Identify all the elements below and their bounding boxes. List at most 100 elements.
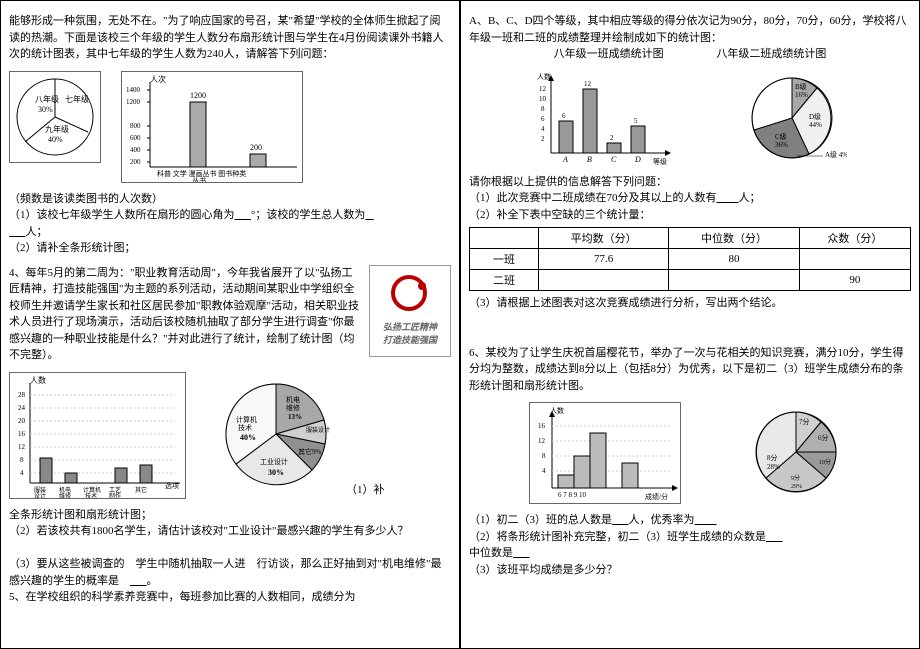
svg-text:6: 6: [562, 112, 566, 120]
svg-text:6分: 6分: [818, 433, 829, 442]
svg-text:2: 2: [541, 135, 545, 143]
svg-text:机电: 机电: [286, 395, 300, 404]
svg-text:28: 28: [18, 391, 26, 399]
svg-text:12: 12: [584, 80, 592, 88]
svg-text:8: 8: [541, 105, 545, 113]
problem1-text: 能够形成一种氛围，无处不在。"为了响应国家的号召，某"希望"学校的全体师生掀起了…: [1, 9, 459, 67]
blank-r1: [717, 192, 739, 204]
pie-chart-r2: 7分 6分 10分 9分 29% 8分 28%: [741, 402, 851, 502]
svg-text:6 7 8 9 10: 6 7 8 9 10: [558, 491, 587, 499]
svg-text:机电: 机电: [59, 486, 71, 494]
left-page: 能够形成一种氛围，无处不在。"为了响应国家的号召，某"希望"学校的全体师生掀起了…: [0, 0, 460, 649]
r2-c2: [669, 270, 799, 291]
svg-text:30%: 30%: [268, 468, 284, 477]
th-mode: 众数（分）: [799, 228, 910, 249]
svg-text:24: 24: [18, 404, 26, 412]
svg-text:C: C: [611, 155, 617, 164]
svg-text:选项: 选项: [165, 481, 179, 490]
p1-text1: 能够形成一种氛围，无处不在。"为了响应国家的号召，某"希望"学校的全体师生掀起了…: [9, 15, 444, 60]
svg-text:计算机: 计算机: [83, 486, 101, 494]
svg-text:600: 600: [130, 134, 141, 142]
q4-3: （3）要从这些被调查的 学生中随机抽取一人进 行访谈，那么正好抽到对"机电维修"…: [9, 558, 441, 587]
svg-text:4: 4: [542, 467, 546, 475]
pie-chart-1: 八年级 30% 七年级 九年级 40%: [9, 71, 101, 163]
problem6-questions: （1）初二（3）班的总人数是 人，优秀率为 （2）将条形统计图补充完整，初二（3…: [461, 508, 919, 582]
blank1: [235, 209, 252, 221]
svg-text:8: 8: [20, 456, 24, 464]
svg-text:其它: 其它: [135, 486, 147, 494]
blank-q61a: [612, 514, 629, 526]
r1-c2: 80: [669, 249, 799, 270]
svg-text:其它9%: 其它9%: [298, 447, 321, 456]
svg-text:4: 4: [541, 125, 545, 133]
logo-l3: 打造技能强国: [370, 334, 450, 348]
svg-text:九年级: 九年级: [45, 124, 69, 134]
r1-c0: 一班: [470, 249, 539, 270]
problem4-charts: 人数 28 24 20 16 12 8 4: [1, 368, 459, 503]
svg-text:技术: 技术: [238, 423, 252, 432]
p1-note: （频数是该读类图书的人次数）: [9, 191, 451, 208]
q6-3: （3）该班平均成绩是多少分？: [469, 562, 911, 579]
svg-text:人次: 人次: [150, 74, 166, 84]
th-median: 中位数（分）: [669, 228, 799, 249]
svg-text:D: D: [634, 155, 641, 164]
bar-chart-2: 人数 28 24 20 16 12 8 4: [9, 372, 186, 499]
svg-text:1200: 1200: [126, 98, 141, 106]
r1-c1: 77.6: [539, 249, 669, 270]
th-avg: 平均数（分）: [539, 228, 669, 249]
p5: 5、在学校组织的科学素养竞赛中，每班参加比赛的人数相同，成绩分为: [9, 589, 451, 606]
svg-text:D级: D级: [809, 112, 821, 121]
svg-text:36%: 36%: [775, 141, 788, 149]
q1-1b: °；该校的学生总人数为: [251, 209, 365, 221]
svg-text:8: 8: [542, 452, 546, 460]
svg-text:10: 10: [539, 95, 547, 103]
svg-text:1200: 1200: [190, 91, 206, 100]
svg-text:28%: 28%: [767, 463, 780, 471]
svg-text:6: 6: [541, 115, 545, 123]
svg-text:30%: 30%: [38, 105, 53, 114]
svg-text:人数: 人数: [30, 375, 46, 385]
p6-text: 6、某校为了让学生庆祝首届樱花节，举办了一次与花相关的知识竞赛，满分10分，学生…: [469, 345, 911, 395]
svg-text:16: 16: [18, 430, 26, 438]
svg-text:工艺: 工艺: [109, 486, 121, 494]
svg-text:7分: 7分: [799, 417, 810, 426]
svg-text:成绩/分: 成绩/分: [645, 492, 668, 501]
svg-text:八年级: 八年级: [35, 94, 59, 104]
r1-c3: [799, 249, 910, 270]
q-r3: （3）请根据上述图表对这次竞赛成绩进行分析，写出两个结论。: [469, 295, 911, 312]
svg-text:20: 20: [18, 417, 26, 425]
chart-title-1: 八年级一班成绩统计图: [529, 46, 689, 63]
q6-1a: （1）初二（3）班的总人数是: [469, 514, 612, 526]
svg-text:800: 800: [130, 122, 141, 130]
svg-text:计算机: 计算机: [236, 415, 257, 424]
svg-text:16: 16: [538, 422, 546, 430]
svg-text:29%: 29%: [791, 484, 802, 490]
right-charts-1: 人数 12 10 8 6 4 2 6 12 2 5 A B: [461, 67, 919, 170]
svg-text:A: A: [562, 155, 568, 164]
r2-c3: 90: [799, 270, 910, 291]
r2-c0: 二班: [470, 270, 539, 291]
svg-text:8分: 8分: [767, 453, 778, 462]
q-r3-wrap: （3）请根据上述图表对这次竞赛成绩进行分析，写出两个结论。 6、某校为了让学生庆…: [461, 291, 919, 398]
problem1-questions: （频数是该读类图书的人次数） （1）该校七年级学生人数所在扇形的圆心角为 °；该…: [1, 187, 459, 261]
chart-title-2: 八年级二班成绩统计图: [691, 46, 851, 63]
right-q1: 请你根据以上提供的信息解答下列问题： （1）此次竞赛中二班成绩在70分及其以上的…: [461, 170, 919, 228]
svg-text:4: 4: [20, 469, 24, 477]
blank-q43: [130, 575, 147, 587]
svg-text:13%: 13%: [288, 413, 302, 421]
svg-text:服装: 服装: [34, 486, 46, 494]
svg-text:12: 12: [18, 443, 26, 451]
svg-text:12: 12: [539, 85, 547, 93]
blank2: [365, 209, 373, 221]
p4-text: 4、每年5月的第二周为："职业教育活动周"，今年我省展开了以"弘扬工匠精神，打造…: [9, 267, 359, 362]
q1-1a: （1）该校七年级学生人数所在扇形的圆心角为: [9, 209, 235, 221]
problem1-charts: 八年级 30% 七年级 九年级 40% 人次 1400 1200 800 600…: [1, 67, 459, 187]
svg-text:七年级: 七年级: [65, 94, 89, 104]
q4-1: 全条形统计图和扇形统计图；: [9, 507, 451, 524]
problem4-questions: 全条形统计图和扇形统计图； （2）若该校共有1800名学生，请估计该校对"工业设…: [1, 503, 459, 610]
bar-chart-r2: 人数 16 12 8 4 6 7 8 9 10 成绩/分: [529, 402, 681, 504]
pie-chart-r1: B级 16% D级 44% C级 36% A级 4%: [737, 71, 847, 166]
problem4-row: 4、每年5月的第二周为："职业教育活动周"，今年我省展开了以"弘扬工匠精神，打造…: [1, 261, 459, 368]
q4-2: （2）若该校共有1800名学生，请估计该校对"工业设计"最感兴趣的学生有多少人？: [9, 523, 451, 540]
svg-text:16%: 16%: [795, 91, 808, 99]
